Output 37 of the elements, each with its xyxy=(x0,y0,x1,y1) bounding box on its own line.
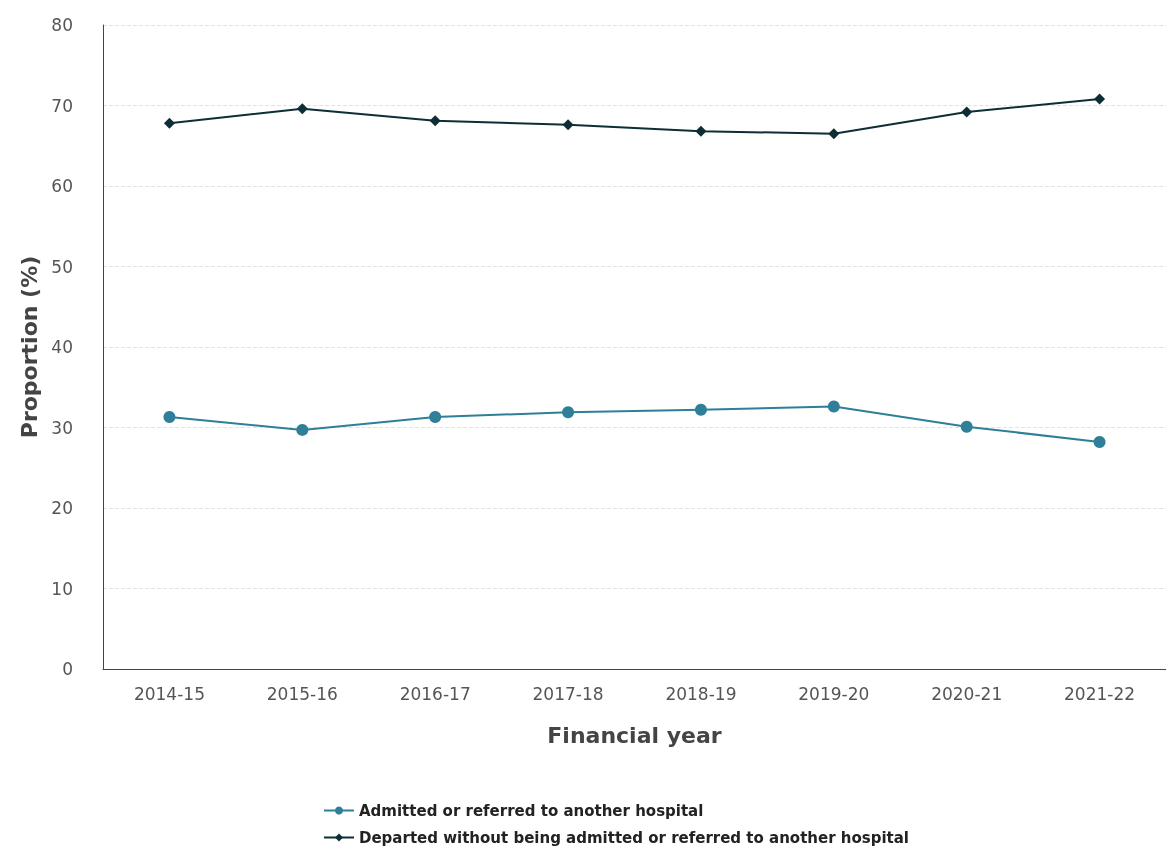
point xyxy=(828,128,840,140)
point xyxy=(163,411,176,424)
x-tick-label: 2018-19 xyxy=(665,683,737,704)
y-tick-label: 30 xyxy=(51,417,73,438)
point xyxy=(695,125,707,137)
legend-label: Departed without being admitted or referred to another hospital xyxy=(359,828,909,847)
x-tick-label: 2019-20 xyxy=(798,683,870,704)
y-axis-title: Proportion (%) xyxy=(16,255,42,439)
y-tick-label: 80 xyxy=(51,15,73,35)
point xyxy=(296,423,309,436)
x-tick-label: 2020-21 xyxy=(931,683,1003,704)
point xyxy=(827,400,840,413)
point xyxy=(562,406,575,419)
point xyxy=(429,411,442,424)
y-tick-label: 50 xyxy=(51,256,73,277)
y-tick-label: 60 xyxy=(51,176,73,196)
y-tick-label: 70 xyxy=(51,95,73,116)
y-tick-label: 20 xyxy=(51,498,73,518)
point xyxy=(694,403,707,416)
x-tick-label: 2017-18 xyxy=(532,683,604,704)
point xyxy=(562,119,574,131)
legend-label: Admitted or referred to another hospital xyxy=(359,801,704,820)
x-tick-label: 2021-22 xyxy=(1064,683,1136,704)
x-tick-label: 2016-17 xyxy=(399,683,471,704)
x-tick-label: 2014-15 xyxy=(133,683,205,704)
point xyxy=(429,115,441,127)
point xyxy=(296,103,308,115)
point xyxy=(1094,93,1106,105)
y-tick-label: 40 xyxy=(51,337,73,357)
x-tick-label: 2015-16 xyxy=(266,683,338,704)
point xyxy=(1093,435,1106,448)
y-tick-label: 0 xyxy=(62,659,73,679)
point xyxy=(960,420,973,433)
point xyxy=(961,106,973,118)
x-axis-title: Financial year xyxy=(547,722,722,748)
point xyxy=(163,117,175,129)
y-tick-label: 10 xyxy=(51,578,73,599)
